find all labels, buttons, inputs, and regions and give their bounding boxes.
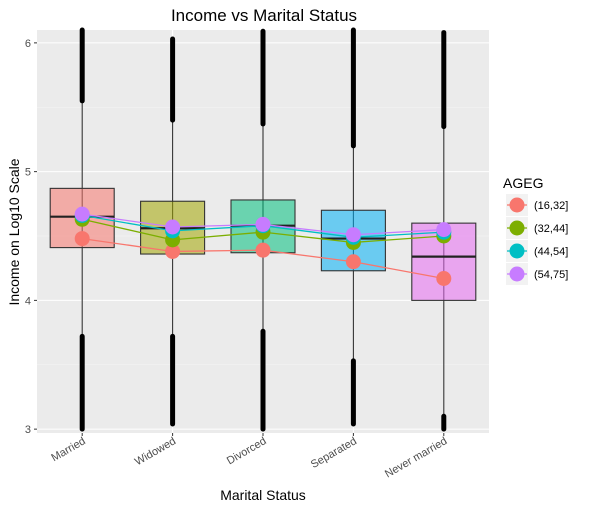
series-point — [165, 219, 181, 235]
series-point — [165, 243, 181, 259]
y-tick-label: 5 — [25, 167, 31, 179]
y-axis: 3 4 5 6 — [25, 38, 37, 436]
x-tick-label: Separated — [309, 435, 359, 471]
series-point — [255, 242, 271, 258]
y-axis-title: Income on Log10 Scale — [6, 158, 22, 305]
legend-label: (54,75] — [534, 269, 568, 281]
series-point — [436, 222, 452, 238]
legend-key-point — [509, 220, 525, 236]
y-tick-label: 4 — [25, 295, 31, 307]
x-tick-label: Never married — [383, 435, 449, 480]
legend-label: (16,32] — [534, 200, 568, 212]
legend: AGEG (16,32] (32,44] (44,54] (54,75] — [503, 175, 568, 285]
series-point — [345, 227, 361, 243]
x-tick-label: Married — [49, 435, 87, 464]
series-point — [345, 254, 361, 270]
x-axis: Married Widowed Divorced Separated Never mar… — [49, 433, 449, 480]
outliers — [79, 27, 447, 432]
y-tick-label: 6 — [25, 38, 31, 50]
legend-label: (32,44] — [534, 223, 568, 235]
x-axis-title: Marital Status — [220, 487, 306, 503]
series-points — [74, 206, 452, 286]
series-point — [74, 231, 90, 247]
legend-key-point — [509, 266, 525, 282]
series-point — [255, 216, 271, 232]
legend-label: (44,54] — [534, 246, 568, 258]
x-tick-label: Divorced — [225, 435, 269, 467]
series-point — [436, 270, 452, 286]
legend-key-point — [509, 197, 525, 213]
x-tick-label: Widowed — [133, 435, 178, 468]
legend-title: AGEG — [503, 175, 543, 191]
series-point — [74, 206, 90, 222]
chart-title: Income vs Marital Status — [171, 6, 357, 25]
y-tick-label: 3 — [25, 424, 31, 436]
legend-key-point — [509, 243, 525, 259]
